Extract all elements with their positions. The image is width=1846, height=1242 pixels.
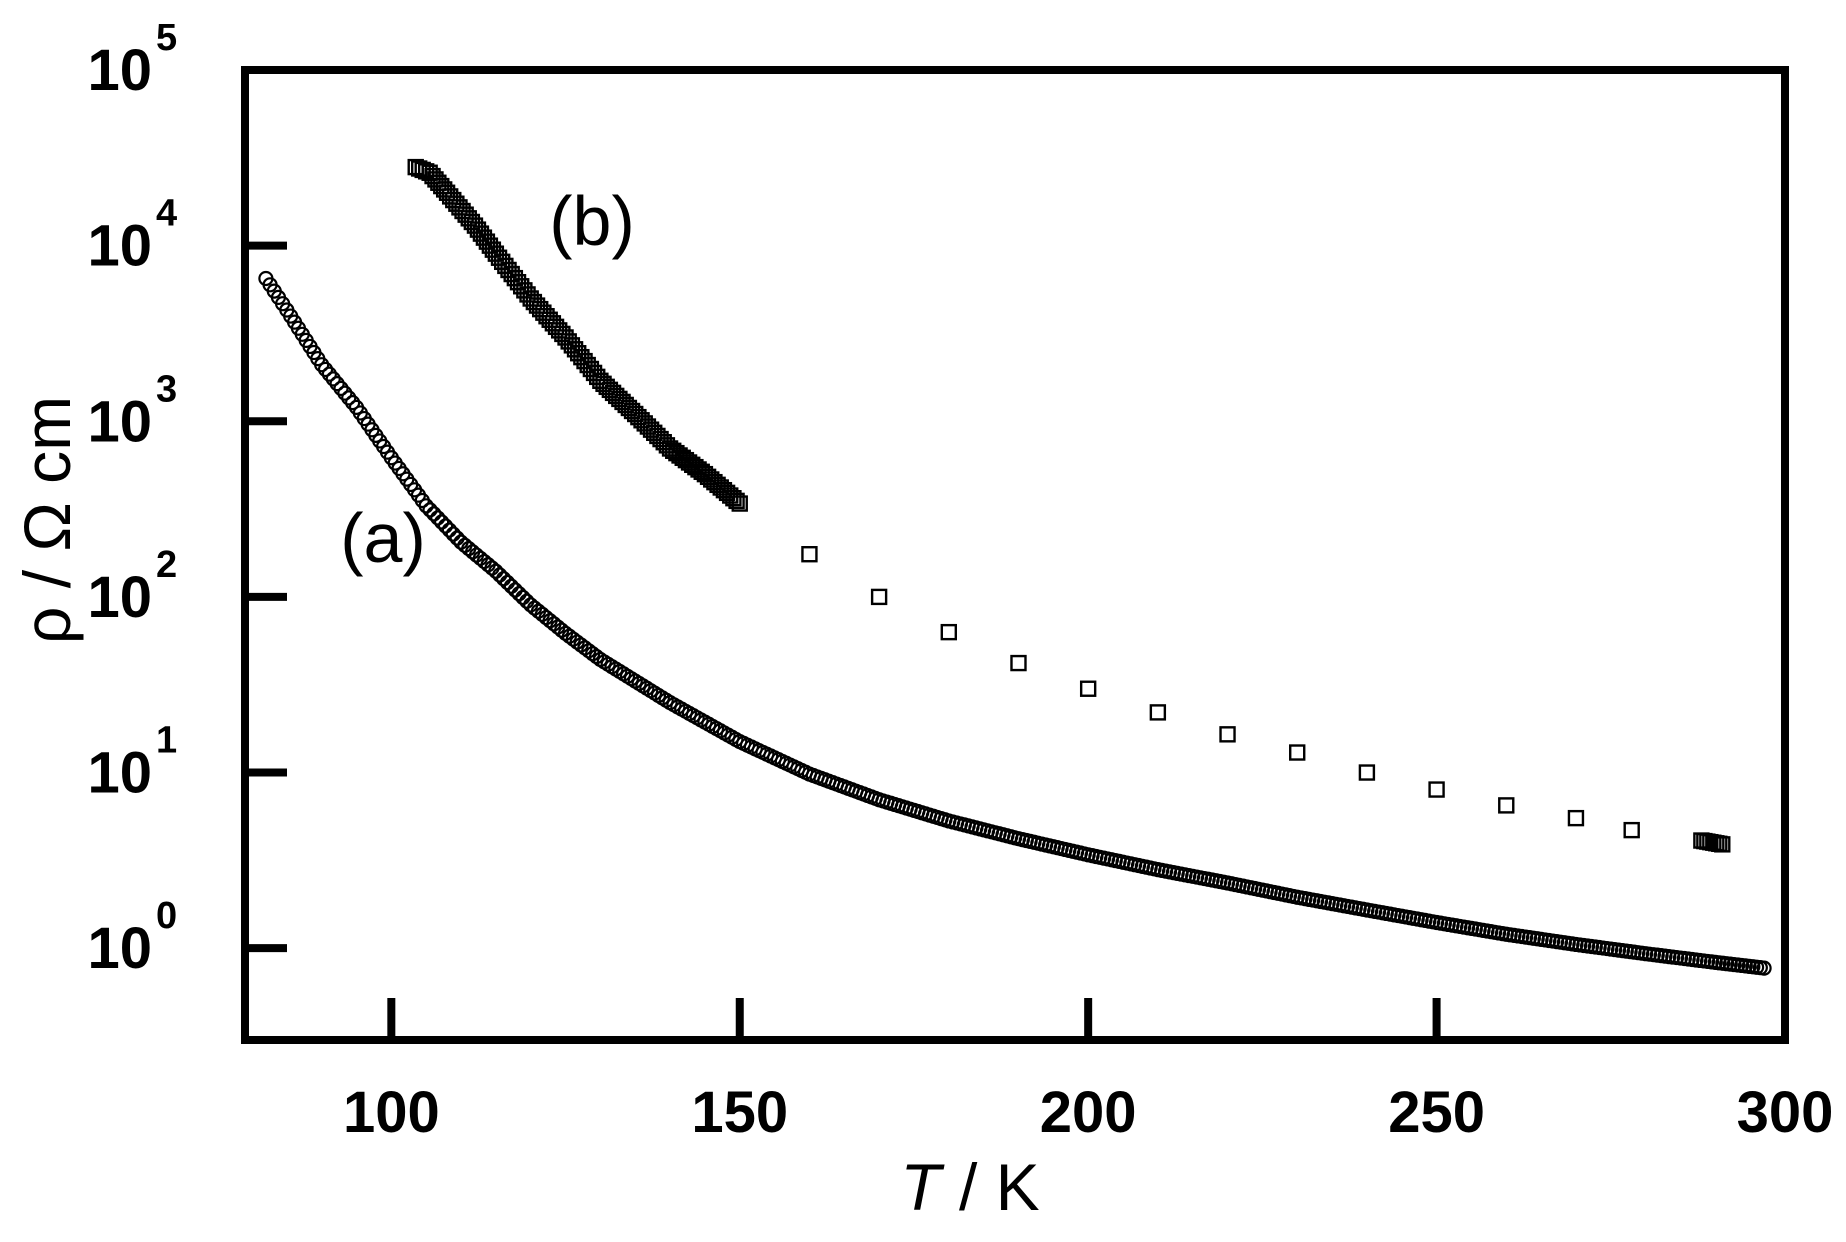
series-b-point [940, 623, 958, 641]
x-tick-label-150: 150 [691, 1080, 788, 1145]
series-b-point [1428, 781, 1445, 798]
y-tick-base-5: 10 [87, 38, 152, 103]
series-a-point [515, 589, 531, 606]
x-tick-label-300: 300 [1737, 1080, 1834, 1145]
series-a-point [496, 571, 512, 587]
y-tick-label-1: 10 [87, 741, 152, 806]
series-a-point [437, 518, 454, 534]
plot-frame [241, 66, 1789, 1044]
series-a-point [1756, 960, 1772, 976]
y-tick-exp-2: 2 [156, 544, 177, 586]
series-a [258, 270, 1772, 976]
y-tick-exp-1: 1 [156, 720, 177, 762]
x-tick-label-200: 200 [1040, 1080, 1137, 1145]
x-axis-variable: T [900, 1150, 945, 1224]
series-a-point [511, 586, 527, 602]
series-a-point [426, 506, 442, 522]
series-b-point [1358, 764, 1376, 781]
series-a-point [492, 567, 508, 583]
series-b-point [1149, 704, 1167, 721]
y-tick-exp-5: 5 [156, 17, 177, 59]
series-label-b: (b) [549, 182, 635, 260]
y-axis-title: ρ / Ω cm [10, 396, 84, 644]
series-b-point [1714, 836, 1731, 853]
y-tick-exp-4: 4 [156, 193, 177, 235]
series-layer [258, 158, 1772, 976]
series-b-point [1010, 654, 1027, 672]
tick-layer [245, 66, 1789, 1040]
y-tick-base-2: 10 [87, 565, 152, 630]
x-tick-label-100: 100 [343, 1080, 440, 1145]
x-axis-unit: / K [941, 1150, 1040, 1224]
series-b-point [870, 588, 888, 606]
series-b-point [1498, 797, 1515, 814]
series-a-point [434, 514, 450, 530]
y-tick-exp-3: 3 [156, 368, 177, 410]
series-b-point [1219, 726, 1236, 743]
y-tick-base-0: 10 [87, 916, 152, 981]
series-a-point [507, 582, 523, 598]
series-label-a: (a) [340, 499, 426, 577]
y-tick-label-2: 10 [87, 565, 152, 630]
series-b-point [1289, 744, 1306, 761]
series-b-point [1623, 821, 1640, 839]
series-b-point [1567, 809, 1585, 827]
y-tick-exp-0: 0 [156, 895, 177, 937]
series-b-point [728, 492, 745, 510]
y-tick-base-3: 10 [87, 389, 152, 454]
x-axis-title: T / K [900, 1150, 1039, 1224]
y-tick-label-0: 10 [87, 916, 152, 981]
y-tick-base-4: 10 [87, 214, 152, 279]
series-b-point [731, 495, 748, 512]
series-a-point [441, 522, 458, 538]
series-a-point [519, 593, 535, 609]
series-b [407, 158, 1731, 853]
series-a-point [445, 526, 461, 542]
series-a-point [430, 510, 446, 526]
series-a-point [499, 574, 516, 591]
y-tick-label-4: 10 [87, 214, 152, 279]
y-tick-base-1: 10 [87, 741, 152, 806]
y-tick-label-5: 10 [87, 38, 152, 103]
series-b-point [1079, 680, 1097, 697]
series-a-point [503, 578, 519, 594]
series-b-point [801, 546, 818, 563]
x-tick-label-250: 250 [1388, 1080, 1485, 1145]
series-a-point [422, 502, 438, 518]
series-a-point [418, 498, 434, 514]
y-tick-label-3: 10 [87, 389, 152, 454]
